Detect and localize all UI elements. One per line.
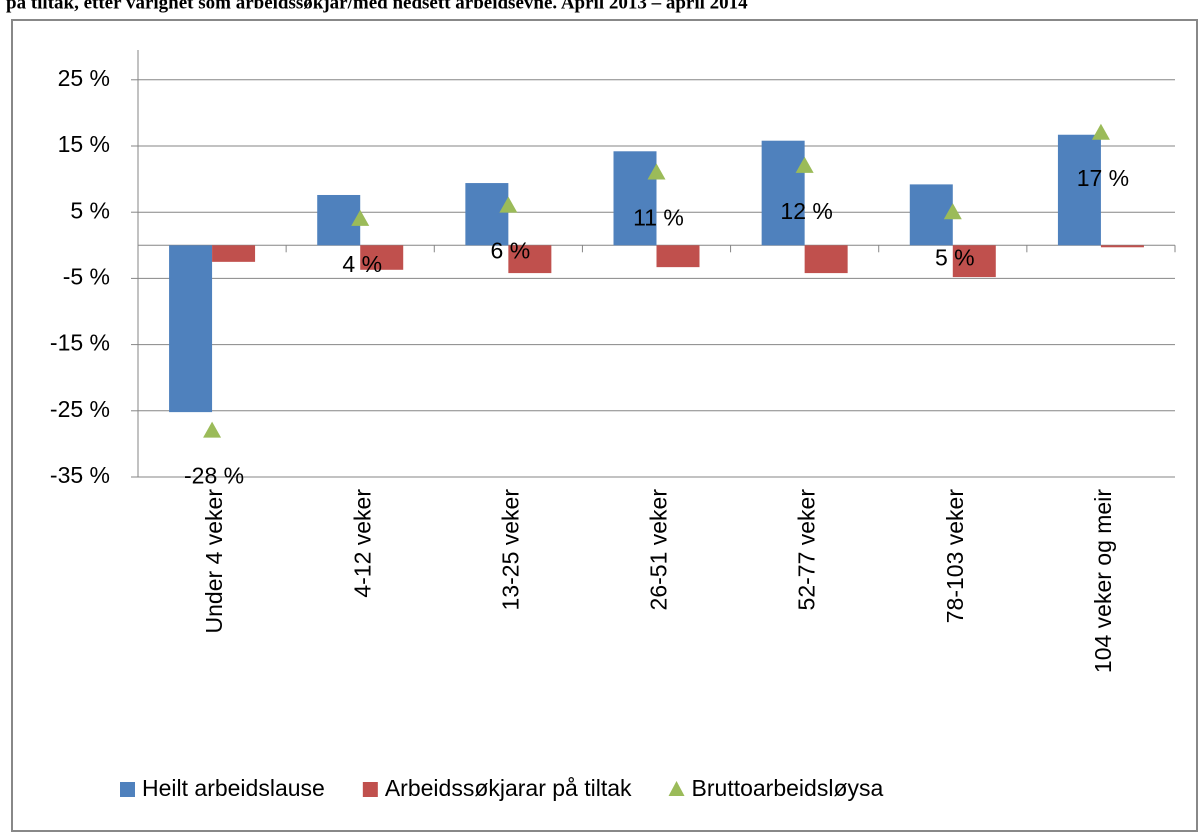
- bar: [909, 184, 953, 246]
- bar: [212, 245, 256, 262]
- data-label: 4 %: [342, 251, 382, 277]
- y-tick-label: -15 %: [50, 330, 110, 356]
- legend-label: Arbeidssøkjarar på tiltak: [385, 775, 632, 801]
- x-tick-label: Under 4 veker: [201, 489, 227, 634]
- x-tick-label: 13-25 veker: [497, 489, 523, 611]
- x-tick-label: 78-103 veker: [942, 489, 968, 624]
- bar: [317, 194, 361, 246]
- point: [647, 163, 666, 180]
- x-tick-label: 104 veker og meir: [1090, 489, 1116, 673]
- bar: [613, 151, 657, 246]
- point: [203, 421, 222, 438]
- bar: [952, 245, 996, 278]
- point: [351, 209, 370, 226]
- data-label: 12 %: [780, 198, 832, 224]
- x-tick-label: 26-51 veker: [646, 489, 672, 611]
- y-tick-label: -35 %: [50, 462, 110, 488]
- bar: [761, 140, 805, 246]
- data-label: 6 %: [491, 238, 531, 264]
- point: [499, 196, 518, 213]
- bar: [169, 245, 213, 413]
- bar: [465, 183, 509, 246]
- chart-frame: [11, 19, 1198, 832]
- point: [795, 156, 814, 173]
- bar: [804, 245, 848, 274]
- y-tick-label: -5 %: [63, 263, 110, 289]
- y-tick-label: 5 %: [70, 197, 110, 223]
- legend-marker: [362, 782, 378, 797]
- data-label: 17 %: [1077, 165, 1129, 191]
- bar: [360, 245, 404, 270]
- bar: [656, 245, 700, 268]
- legend-marker: [668, 781, 685, 796]
- legend-label: Heilt arbeidslause: [142, 775, 325, 801]
- y-tick-label: -25 %: [50, 396, 110, 422]
- bar: [1057, 134, 1101, 246]
- y-tick-label: 15 %: [58, 131, 110, 157]
- data-label: 5 %: [935, 244, 975, 270]
- data-label: 11 %: [633, 205, 684, 231]
- point: [1091, 123, 1110, 140]
- bar: [508, 245, 552, 274]
- chart-title: på tiltak, etter varighet som arbeidssøk…: [6, 0, 748, 13]
- bar: [1100, 245, 1144, 248]
- legend-marker: [120, 782, 135, 797]
- data-label: -28 %: [184, 463, 244, 489]
- point: [943, 203, 962, 220]
- legend-label: Bruttoarbeidsløysa: [692, 775, 884, 801]
- x-tick-label: 52-77 veker: [794, 489, 820, 611]
- y-tick-label: 25 %: [58, 65, 110, 91]
- x-tick-label: 4-12 veker: [349, 489, 375, 598]
